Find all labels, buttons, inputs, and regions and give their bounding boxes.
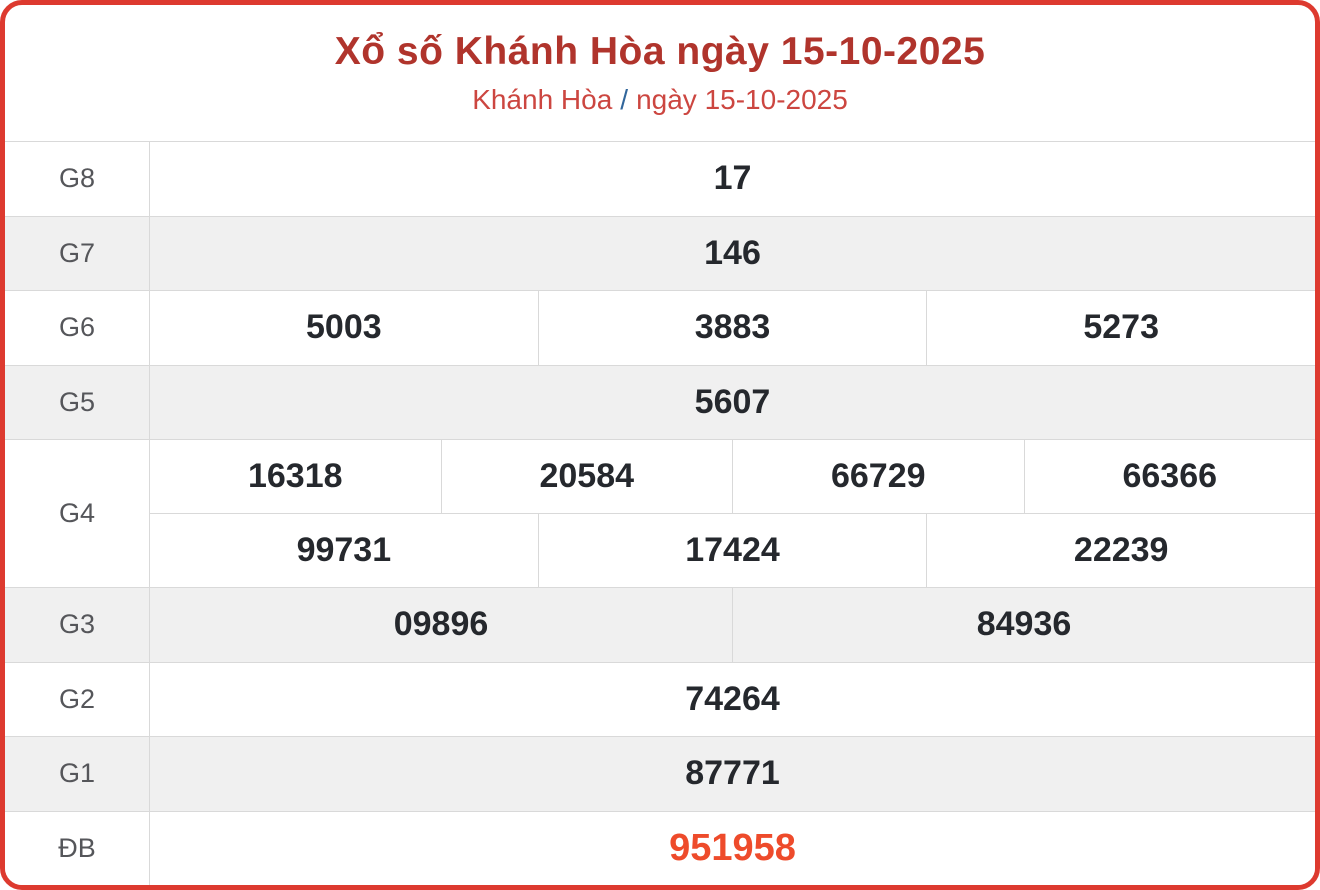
prize-label-g2: G2 xyxy=(5,662,150,736)
prize-label-g7: G7 xyxy=(5,216,150,290)
prize-label-g8: G8 xyxy=(5,142,150,216)
breadcrumb: Khánh Hòa / ngày 15-10-2025 xyxy=(472,84,848,116)
prize-value-g1: 87771 xyxy=(685,754,780,793)
prize-value-db: 951958 xyxy=(669,826,796,869)
prize-value-g4-1: 16318 xyxy=(247,457,343,495)
page-title: Xổ số Khánh Hòa ngày 15-10-2025 xyxy=(334,30,986,73)
breadcrumb-date-link[interactable]: ngày 15-10-2025 xyxy=(636,84,848,115)
prize-value-g6-1: 5003 xyxy=(306,308,382,347)
prize-value-g6-3: 5273 xyxy=(926,291,1315,365)
prize-value-g2: 74264 xyxy=(685,679,780,718)
prize-value-g4-3: 66729 xyxy=(732,440,1024,513)
results-header: Xổ số Khánh Hòa ngày 15-10-2025 Khánh Hò… xyxy=(5,5,1315,141)
breadcrumb-separator: / xyxy=(620,84,629,115)
result-row-g4: G4 16318 20584 66729 66366 99731 17424 2… xyxy=(5,440,1315,588)
prize-label-g4: G4 xyxy=(5,440,150,587)
result-row-g7: G7 146 xyxy=(5,216,1315,291)
prize-value-g7: 146 xyxy=(704,233,761,272)
result-row-db: ĐB 951958 xyxy=(5,811,1315,885)
prize-label-g3: G3 xyxy=(5,588,150,662)
prize-value-g6-2: 3883 xyxy=(537,291,927,365)
result-row-g3: G3 09896 84936 xyxy=(5,588,1315,663)
prize-value-g4-2: 20584 xyxy=(440,440,733,513)
prize-label-g1: G1 xyxy=(5,737,150,811)
prize-value-g8: 17 xyxy=(713,159,752,198)
prize-label-g5: G5 xyxy=(5,365,150,439)
prize-value-g4-6: 17424 xyxy=(537,514,927,587)
prize-label-db: ĐB xyxy=(5,811,150,885)
result-row-g1: G1 87771 xyxy=(5,737,1315,812)
prize-value-g4-5: 99731 xyxy=(296,531,392,569)
results-table: G8 17 G7 146 G6 5003 3883 5273 G5 5607 xyxy=(5,141,1315,885)
breadcrumb-region-link[interactable]: Khánh Hòa xyxy=(472,84,613,115)
result-row-g6: G6 5003 3883 5273 xyxy=(5,291,1315,366)
prize-value-g3-1: 09896 xyxy=(393,605,489,644)
prize-value-g4-7: 22239 xyxy=(926,514,1315,587)
prize-value-g3-2: 84936 xyxy=(732,588,1315,662)
prize-value-g5: 5607 xyxy=(694,382,771,421)
result-row-g8: G8 17 xyxy=(5,142,1315,217)
result-row-g2: G2 74264 xyxy=(5,662,1315,737)
result-row-g5: G5 5607 xyxy=(5,365,1315,440)
prize-value-g4-4: 66366 xyxy=(1023,440,1316,513)
prize-label-g6: G6 xyxy=(5,291,150,365)
